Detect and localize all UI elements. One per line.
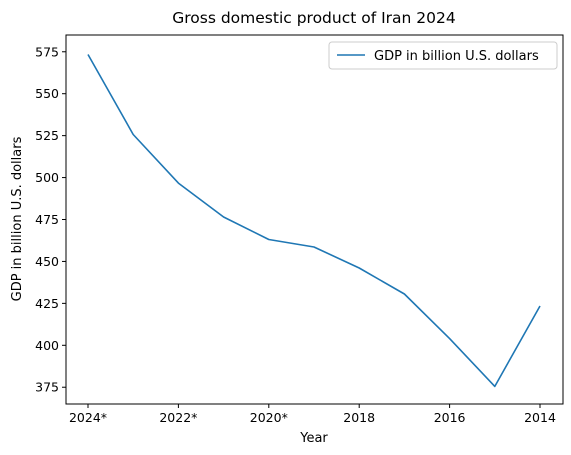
x-tick-label: 2024* xyxy=(69,410,107,425)
x-tick-label: 2016 xyxy=(434,410,466,425)
chart-title: Gross domestic product of Iran 2024 xyxy=(172,9,456,27)
x-tick-label: 2020* xyxy=(250,410,288,425)
y-tick-label: 525 xyxy=(35,128,59,143)
y-tick-label: 375 xyxy=(35,380,59,395)
y-tick-label: 400 xyxy=(35,338,59,353)
y-tick-label: 500 xyxy=(35,170,59,185)
legend: GDP in billion U.S. dollars xyxy=(329,42,557,69)
y-axis-label: GDP in billion U.S. dollars xyxy=(10,136,25,301)
legend-label: GDP in billion U.S. dollars xyxy=(374,49,539,64)
x-tick-label: 2018 xyxy=(343,410,375,425)
y-tick-label: 425 xyxy=(35,296,59,311)
x-tick-label: 2014 xyxy=(524,410,556,425)
y-tick-label: 575 xyxy=(35,44,59,59)
y-tick-label: 450 xyxy=(35,254,59,269)
y-tick-label: 550 xyxy=(35,86,59,101)
x-axis-label: Year xyxy=(299,431,328,446)
y-tick-label: 475 xyxy=(35,212,59,227)
x-tick-label: 2022* xyxy=(159,410,197,425)
